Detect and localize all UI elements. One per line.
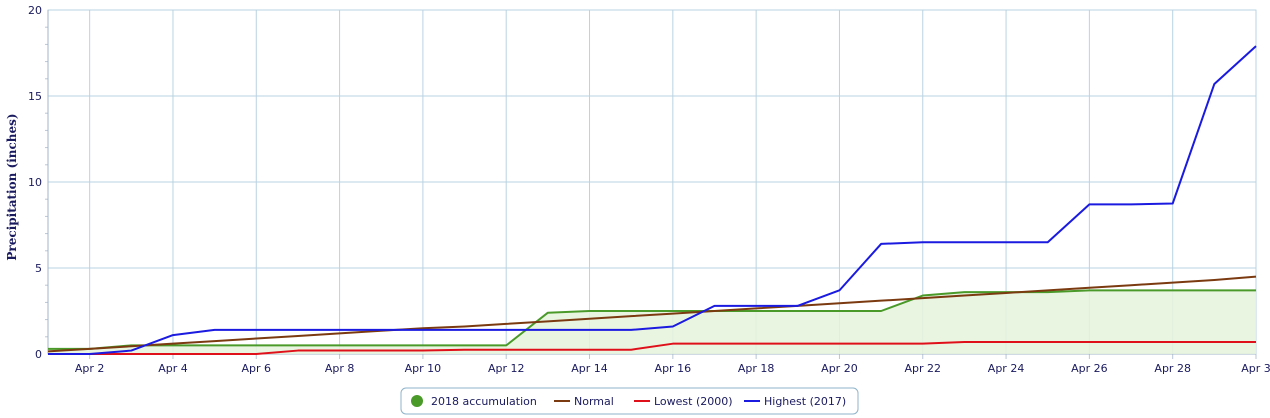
x-tick-label: Apr 10	[405, 362, 442, 375]
legend[interactable]: 2018 accumulation Normal Lowest (2000) High…	[400, 387, 859, 415]
legend-marker	[411, 395, 423, 407]
x-tick-label: Apr 8	[325, 362, 355, 375]
legend-item-highest-2017[interactable]: Highest (2017)	[744, 395, 846, 408]
legend-item-lowest-2000[interactable]: Lowest (2000)	[634, 395, 733, 408]
x-tick-label: Apr 12	[488, 362, 525, 375]
x-tick-label: Apr 6	[242, 362, 272, 375]
x-tick-label: Apr 20	[821, 362, 858, 375]
legend-box	[400, 387, 859, 415]
legend-item-normal[interactable]: Normal	[554, 395, 614, 408]
legend-item-2018-accumulation[interactable]: 2018 accumulation	[411, 395, 537, 408]
y-tick-label: 15	[28, 90, 42, 103]
x-tick-label: Apr 22	[904, 362, 941, 375]
series-line-lowest-2000	[48, 340, 1256, 355]
series-line-2018-accumulation	[48, 289, 1256, 350]
x-tick-label: Apr 16	[655, 362, 692, 375]
grid	[47, 9, 1257, 355]
x-tick-label: Apr 26	[1071, 362, 1108, 375]
series-line-highest-2017	[48, 45, 1257, 355]
x-tick-label: Apr 2	[75, 362, 105, 375]
x-tick-label: Apr 24	[988, 362, 1025, 375]
y-tick-label: 10	[28, 176, 42, 189]
y-axis-label: Precipitation (inches)	[5, 113, 19, 260]
x-tick-label: Apr 4	[158, 362, 188, 375]
x-tick-label: Apr 14	[571, 362, 608, 375]
y-tick-label: 5	[35, 262, 42, 275]
legend-label: Normal	[574, 395, 614, 408]
y-tick-label: 20	[28, 4, 42, 17]
series-area-2018-accumulation	[48, 290, 1256, 354]
series-layer	[47, 45, 1257, 355]
legend-label: Lowest (2000)	[654, 395, 733, 408]
x-tick-label: Apr 3	[1241, 362, 1270, 375]
x-tick-label: Apr 28	[1154, 362, 1191, 375]
y-tick-label: 0	[35, 348, 42, 361]
series-line-normal	[47, 275, 1257, 353]
x-tick-label: Apr 18	[738, 362, 775, 375]
legend-label: Highest (2017)	[764, 395, 846, 408]
legend-label: 2018 accumulation	[431, 395, 537, 408]
